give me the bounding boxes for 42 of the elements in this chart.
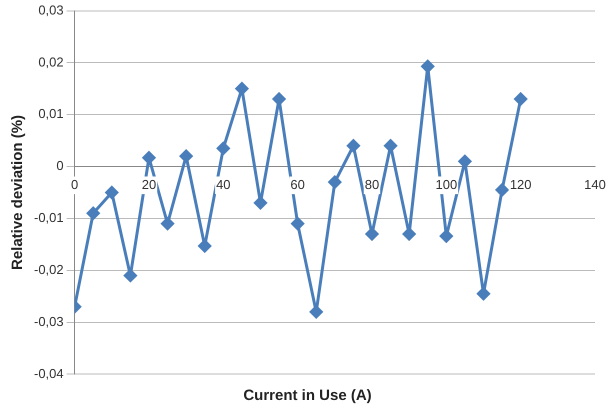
point (216, 142, 230, 155)
point (105, 186, 118, 199)
point (384, 139, 398, 152)
point (235, 82, 248, 96)
x-tick-label: 20 (142, 176, 156, 192)
point (328, 176, 342, 189)
y-tick-label: -0,02 (34, 262, 64, 277)
point (496, 183, 509, 196)
x-tick-label: 120 (510, 176, 532, 192)
y-tick-label: -0,04 (34, 366, 64, 381)
point (161, 217, 174, 230)
point (458, 154, 472, 168)
point (180, 150, 193, 163)
y-tick-label: -0,03 (34, 314, 64, 329)
point (476, 287, 490, 300)
x-tick-label: 0 (71, 176, 78, 192)
y-tick-label: -0,01 (34, 210, 64, 226)
point (421, 60, 434, 73)
point (291, 217, 304, 230)
point (440, 230, 453, 243)
point (514, 92, 528, 106)
x-tick-label: 140 (584, 176, 606, 192)
x-axis-title: Current in Use (A) (242, 387, 373, 404)
y-axis-title: Relative deviation (%) (9, 114, 26, 270)
x-tick-label: 40 (216, 176, 231, 192)
point (402, 228, 416, 241)
y-tick-label: 0,01 (38, 106, 64, 122)
point (365, 228, 378, 241)
y-tick-label: 0,03 (38, 2, 64, 18)
y-tick-label: 0 (56, 158, 64, 174)
point (346, 139, 360, 152)
x-tick-label: 80 (364, 176, 380, 192)
point (254, 196, 267, 210)
point (142, 151, 156, 164)
x-tick-label: 60 (290, 176, 305, 192)
point (198, 239, 212, 252)
point (272, 92, 286, 106)
point (124, 269, 137, 282)
point (310, 305, 323, 318)
point (86, 206, 100, 220)
x-tick-label: 100 (435, 176, 458, 192)
y-tick-label: 0,02 (38, 54, 64, 70)
